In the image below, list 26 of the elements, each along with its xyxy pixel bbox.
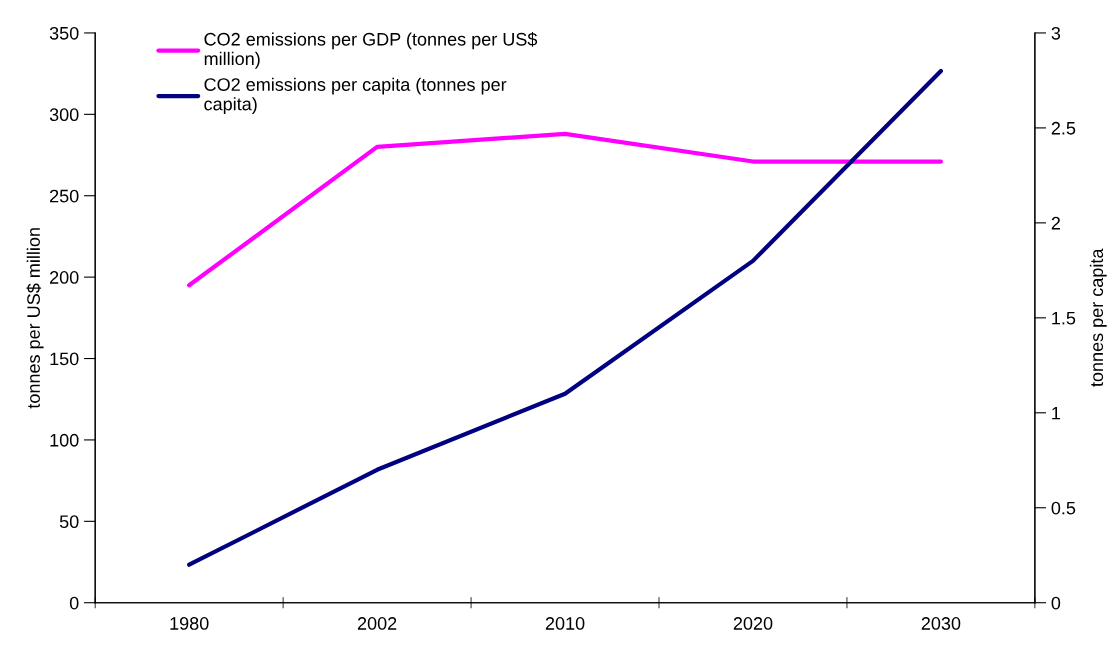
y2-tick-label: 0 <box>1051 596 1061 610</box>
y2-tick-label: 2 <box>1051 216 1060 230</box>
y-tick-label: 350 <box>49 26 79 40</box>
y-tick-label: 200 <box>50 271 79 284</box>
y2-axis-title: tonnes per capita <box>1089 248 1107 387</box>
y-tick-label: 300 <box>49 108 79 122</box>
legend-label: CO2 emissions per GDP (tonnes per US$ million) <box>204 32 538 69</box>
line-series <box>187 68 943 567</box>
y2-tick-label: 1.5 <box>1052 311 1076 325</box>
y2-tick-label: 2.5 <box>1051 121 1076 135</box>
x-tick-label: 2010 <box>545 617 585 630</box>
legend-label: CO2 emissions per capita (tonnes per capita) <box>204 77 507 114</box>
y-tick-label: 150 <box>50 352 79 366</box>
y2-tick-label: 0.5 <box>1051 501 1076 515</box>
y-tick-label: 250 <box>50 189 79 203</box>
y-tick-label: 0 <box>69 596 79 610</box>
x-tick-label: 2020 <box>733 617 773 630</box>
y-axis-title: tonnes per US$ million <box>26 228 44 409</box>
x-tick-label: 2030 <box>921 617 961 630</box>
y2-tick-label: 1 <box>1052 406 1061 420</box>
line-series <box>187 131 943 288</box>
x-tick-label: 1980 <box>170 617 209 630</box>
y-tick-label: 100 <box>50 433 79 447</box>
y-tick-label: 50 <box>59 515 79 529</box>
y2-tick-label: 3 <box>1051 26 1061 40</box>
x-tick-label: 2002 <box>357 617 397 630</box>
